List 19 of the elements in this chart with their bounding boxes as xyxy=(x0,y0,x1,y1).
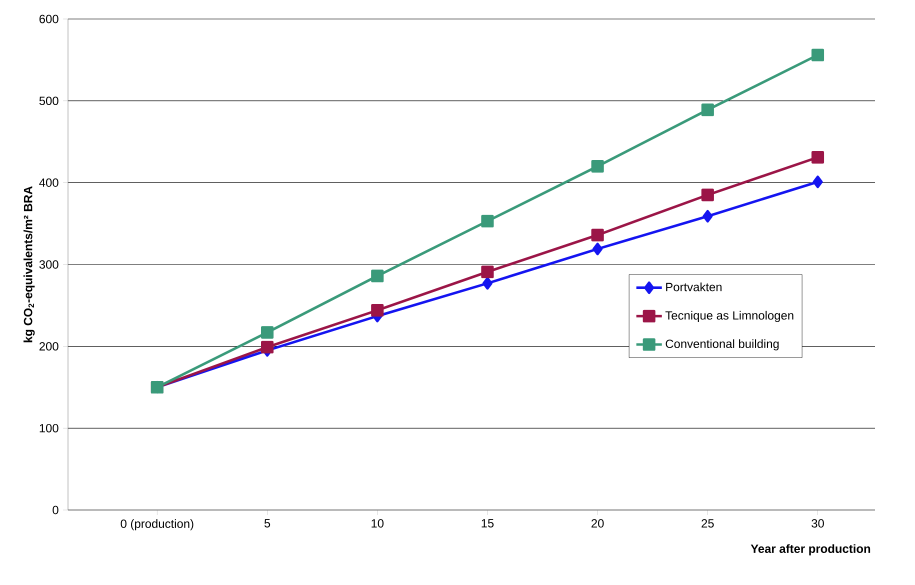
x-tick-label: 10 xyxy=(372,519,384,528)
x-axis-title: Year after production xyxy=(750,544,870,556)
legend-label: Conventional building xyxy=(666,339,779,350)
x-tick-label: 25 xyxy=(702,519,714,528)
x-tick-label: 15 xyxy=(482,519,494,528)
y-tick-label: 0 xyxy=(52,506,58,514)
x-tick-label: 20 xyxy=(592,519,604,528)
y-tick-label: 200 xyxy=(39,342,58,351)
y-tick-label: 400 xyxy=(39,178,58,187)
x-tick-label: 5 xyxy=(264,519,270,528)
legend-label: Portvakten xyxy=(666,282,722,292)
y-tick-label: 100 xyxy=(40,424,58,432)
x-tick-label: 0 (production) xyxy=(120,519,194,530)
x-tick-label: 30 xyxy=(812,519,824,528)
y-tick-label: 500 xyxy=(39,96,58,106)
legend-label: Tecnique as Limnologen xyxy=(665,310,794,322)
y-tick-label: 300 xyxy=(39,260,58,269)
y-axis-title: kg CO$_{2}$-equivalents/m² BRA xyxy=(24,186,35,342)
y-tick-label: 600 xyxy=(39,14,58,24)
